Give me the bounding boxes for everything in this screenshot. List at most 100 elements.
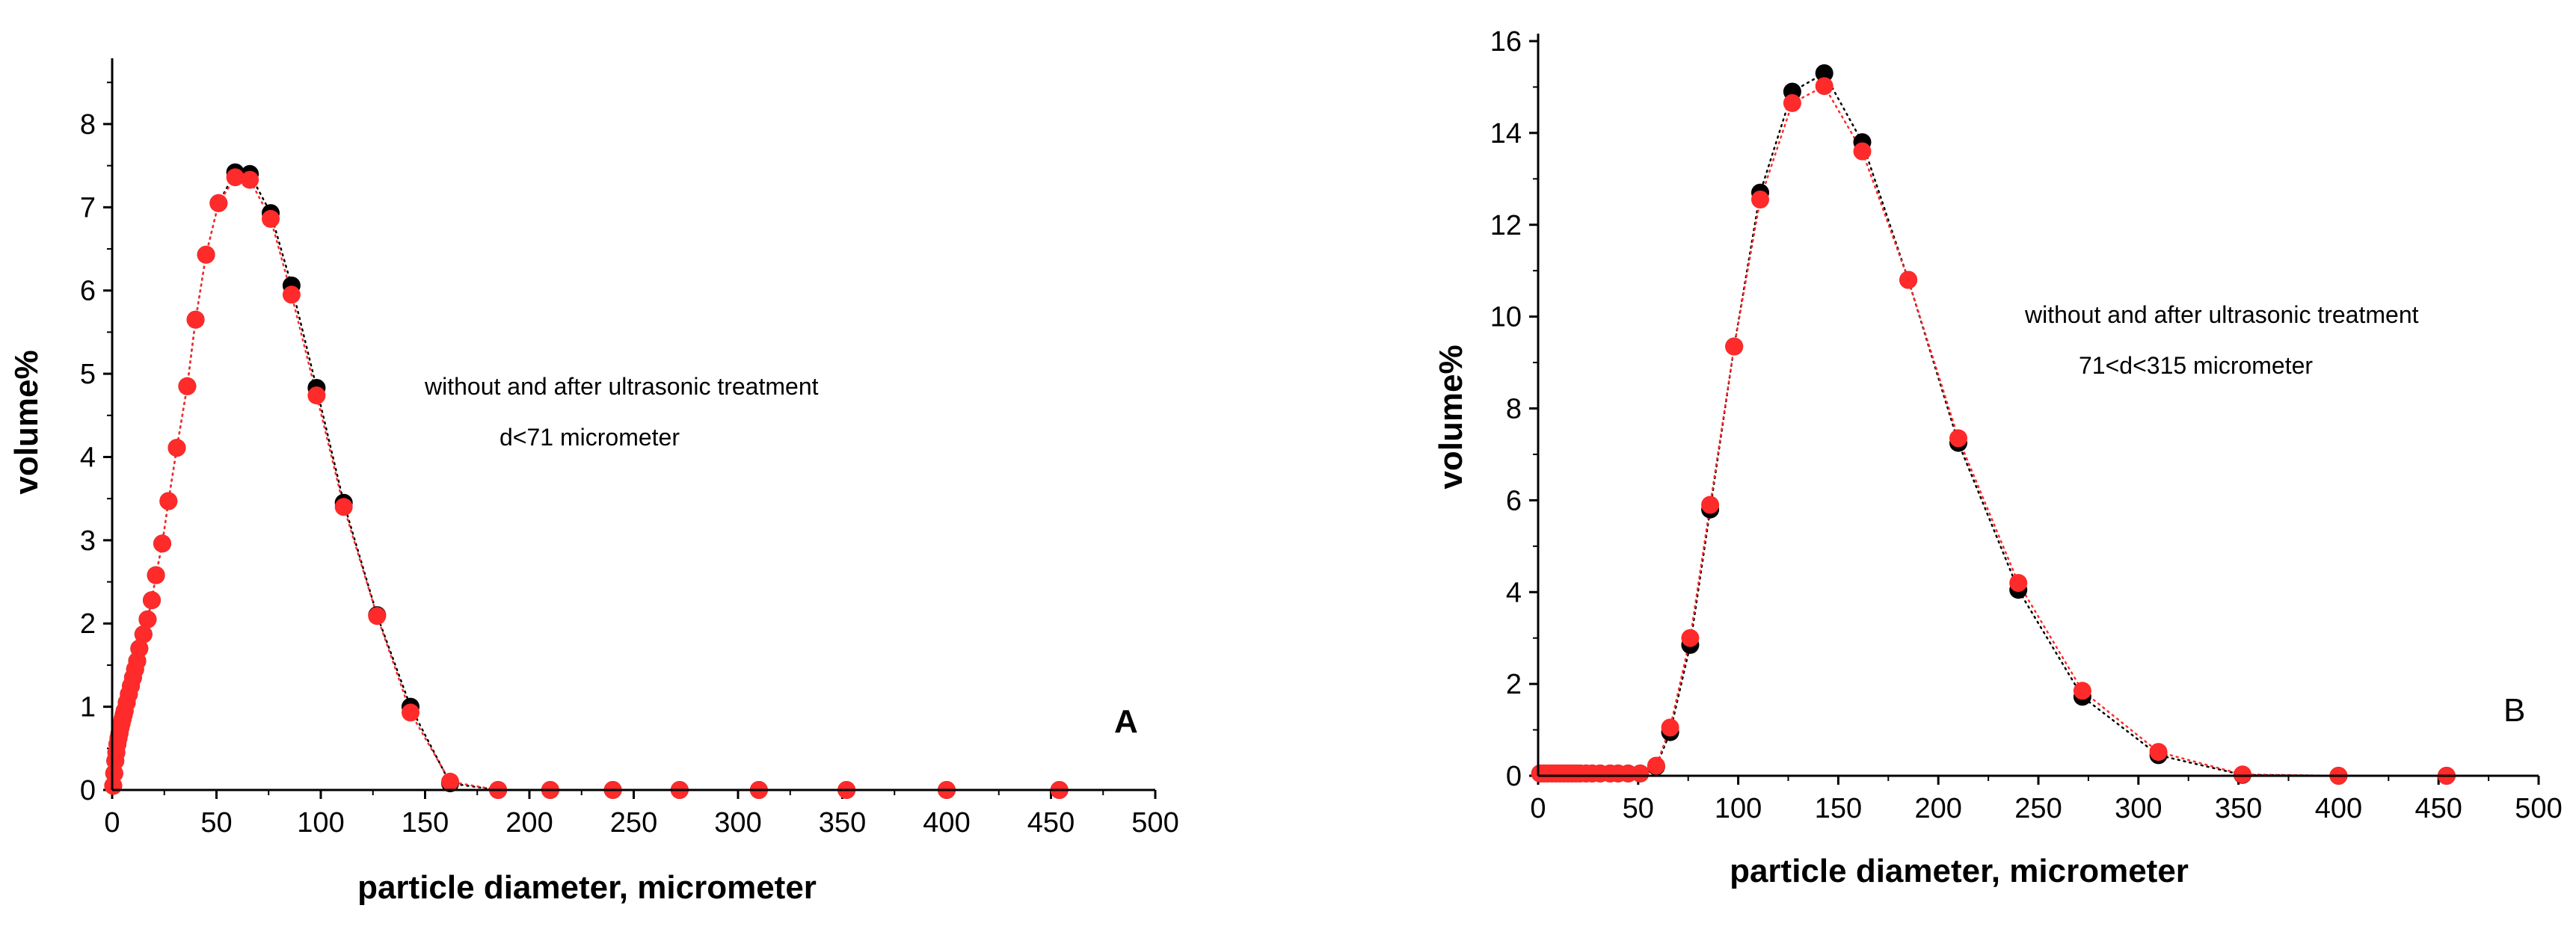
data-point-after	[2073, 682, 2091, 700]
y-tick-label: 8	[1506, 394, 1522, 425]
panel-a: 0 50 100 150 200 250 300 350 400 450 500012345678 …	[8, 58, 1179, 906]
panel-a-label: A	[1114, 703, 1138, 740]
x-tick-label: 500	[2515, 793, 2562, 824]
x-tick-label: 100	[297, 807, 344, 839]
data-point-after	[130, 639, 149, 658]
data-point-after	[1681, 629, 1700, 647]
data-point-after	[1631, 764, 1650, 783]
panel-b-label: B	[2503, 692, 2525, 729]
y-tick-label: 6	[1506, 485, 1522, 516]
x-tick-label: 500	[1131, 807, 1178, 839]
data-point-after	[1949, 429, 1967, 448]
y-tick-label: 2	[80, 608, 96, 640]
data-point-after	[147, 566, 165, 584]
data-point-after	[143, 591, 161, 610]
data-point-after	[159, 492, 178, 510]
data-point-after	[368, 607, 387, 626]
x-tick-label: 50	[200, 807, 232, 839]
panel-b: 0 50 100 150 200 250 300 350 400 450 500 0 2 4 6 8 10 12 1…	[1433, 26, 2563, 889]
y-tick-label: 0	[1506, 761, 1522, 792]
data-point-after	[1647, 756, 1665, 775]
panel-a-annotation-line1: without and after ultrasonic treatment	[424, 373, 819, 400]
panel-b-y-axis-title: volume%	[1433, 345, 1469, 489]
x-tick-label: 200	[505, 807, 553, 839]
x-tick-label: 300	[2115, 793, 2162, 824]
y-tick-label: 16	[1490, 26, 1522, 58]
data-point-after	[226, 168, 245, 187]
data-point-after	[2009, 574, 2028, 592]
y-tick-label: 6	[80, 276, 96, 307]
x-tick-label: 250	[2014, 793, 2062, 824]
x-tick-label: 450	[1027, 807, 1075, 839]
x-tick-label: 450	[2414, 793, 2462, 824]
panel-a-ticks: 0 50 100 150 200 250 300 350 400 450 500 0 1 2 3 4 5 6 7 8	[80, 81, 1179, 839]
x-tick-label: 350	[2215, 793, 2262, 824]
y-tick-label: 5	[80, 359, 96, 390]
data-point-after	[402, 703, 419, 722]
data-point-after	[282, 285, 301, 304]
data-point-after	[1725, 337, 1744, 356]
data-point-after	[307, 386, 326, 405]
data-point-after	[1899, 271, 1918, 289]
x-tick-label: 100	[1715, 793, 1762, 824]
panel-a-x-axis-title: particle diameter, micrometer	[357, 869, 817, 906]
y-tick-label: 1	[80, 692, 96, 723]
y-tick-label: 14	[1490, 118, 1522, 149]
x-tick-label: 300	[714, 807, 761, 839]
x-tick-label: 0	[104, 807, 120, 839]
panel-b-markers	[1531, 64, 2456, 785]
data-point-after	[2234, 765, 2251, 784]
data-point-after	[1661, 718, 1679, 737]
series-line-without	[1539, 72, 2448, 777]
data-point-after	[2149, 743, 2168, 762]
x-tick-label: 200	[1914, 793, 1961, 824]
x-tick-label: 0	[1530, 793, 1546, 824]
series-line-without	[112, 171, 1060, 791]
panel-b-ticks: 0 50 100 150 200 250 300 350 400 450 500 0 2 4 6 8 10 12 1…	[1490, 26, 2563, 824]
y-tick-label: 2	[1506, 669, 1522, 700]
panel-a-y-axis-title: volume%	[8, 350, 45, 494]
data-point-after	[1815, 77, 1833, 96]
x-tick-label: 350	[819, 807, 866, 839]
data-point-after	[153, 534, 171, 553]
y-tick-label: 4	[1506, 577, 1522, 608]
data-point-after	[134, 625, 153, 643]
y-tick-label: 8	[80, 109, 96, 141]
x-tick-label: 150	[402, 807, 449, 839]
panel-b-annotation-line2: 71<d<315 micrometer	[2079, 352, 2313, 379]
panel-b-x-axis-title: particle diameter, micrometer	[1730, 853, 2189, 889]
x-tick-label: 400	[923, 807, 970, 839]
x-tick-label: 250	[610, 807, 657, 839]
data-point-after	[209, 194, 228, 212]
x-tick-label: 150	[1815, 793, 1862, 824]
series-line-after	[1539, 84, 2448, 777]
y-tick-label: 4	[80, 442, 96, 473]
data-point-after	[441, 772, 459, 791]
x-tick-label: 400	[2315, 793, 2362, 824]
panel-b-series-lines	[1539, 72, 2448, 777]
y-tick-label: 12	[1490, 210, 1522, 241]
data-point-after	[262, 209, 280, 228]
data-point-after	[186, 310, 205, 329]
data-point-after	[334, 498, 353, 516]
y-tick-label: 0	[80, 775, 96, 806]
data-point-after	[197, 245, 215, 264]
data-point-after	[1853, 142, 1872, 161]
data-point-after	[1701, 496, 1720, 514]
series-line-after	[112, 176, 1060, 791]
x-tick-label: 50	[1623, 793, 1654, 824]
data-point-after	[1783, 93, 1801, 112]
y-tick-label: 3	[80, 525, 96, 557]
y-tick-label: 10	[1490, 302, 1522, 333]
panel-b-annotation-line1: without and after ultrasonic treatment	[2024, 301, 2419, 328]
data-point-after	[241, 170, 259, 189]
y-tick-label: 7	[80, 192, 96, 223]
panel-a-annotation-line2: d<71 micrometer	[499, 424, 680, 451]
data-point-after	[138, 610, 157, 629]
panel-a-markers	[104, 163, 1069, 799]
data-point-without	[1815, 64, 1833, 82]
data-point-after	[167, 439, 186, 457]
data-point-after	[178, 377, 197, 395]
data-point-after	[1751, 191, 1769, 209]
